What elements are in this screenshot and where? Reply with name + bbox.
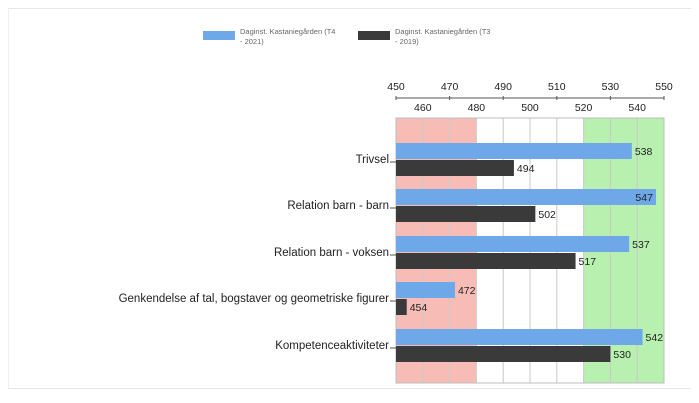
frame-border-left	[8, 8, 9, 388]
legend-item-t4-2021: Daginst. Kastaniegården (T4 - 2021)	[203, 27, 363, 57]
data-label-s0-c4: 542	[646, 332, 664, 344]
bar-s0-c3	[396, 282, 455, 298]
x-tick-label-500: 500	[521, 102, 539, 114]
legend-label-t4-2021: Daginst. Kastaniegården (T4 - 2021)	[240, 27, 336, 46]
category-label-3: Genkendelse af tal, bogstaver og geometr…	[119, 293, 390, 305]
data-label-s0-c3: 472	[458, 285, 476, 297]
legend-swatch-t3-2019	[358, 31, 390, 40]
x-tick-label-550: 550	[655, 81, 673, 93]
x-tick-label-460: 460	[414, 102, 432, 114]
data-label-s1-c2: 517	[579, 256, 597, 268]
legend-swatch-t4-2021	[203, 31, 235, 40]
data-label-s1-c4: 530	[613, 349, 631, 361]
chart-legend: Daginst. Kastaniegården (T4 - 2021) Dagi…	[203, 27, 533, 57]
bar-s1-c1	[396, 206, 536, 222]
x-tick-label-470: 470	[441, 81, 459, 93]
legend-item-t3-2019: Daginst. Kastaniegården (T3 - 2019)	[358, 27, 518, 57]
bar-s1-c0	[396, 160, 514, 176]
data-label-s0-c0: 538	[635, 146, 653, 158]
bar-s0-c2	[396, 236, 630, 252]
frame-border-top	[8, 8, 691, 9]
category-label-2: Relation barn - voksen	[274, 247, 389, 259]
x-tick-label-520: 520	[575, 102, 593, 114]
category-label-0: Trivsel	[356, 154, 389, 166]
bar-s0-c1	[396, 189, 656, 205]
x-tick-label-530: 530	[602, 81, 620, 93]
data-label-s1-c3: 454	[410, 302, 428, 314]
bar-s1-c4	[396, 346, 611, 362]
category-label-1: Relation barn - barn	[287, 200, 389, 212]
data-label-s1-c1: 502	[538, 209, 556, 221]
bar-s1-c3	[396, 299, 407, 315]
frame-border-bottom	[8, 388, 691, 389]
data-label-s0-c1: 547	[635, 192, 653, 204]
x-tick-label-510: 510	[548, 81, 566, 93]
data-label-s1-c0: 494	[517, 163, 535, 175]
bar-s0-c0	[396, 143, 632, 159]
x-tick-label-480: 480	[468, 102, 486, 114]
data-label-s0-c2: 537	[632, 239, 650, 251]
legend-label-t3-2019: Daginst. Kastaniegården (T3 - 2019)	[395, 27, 491, 46]
category-label-4: Kompetenceaktiviteter	[275, 340, 389, 352]
bar-s1-c2	[396, 253, 576, 269]
bar-s0-c4	[396, 329, 643, 345]
x-tick-label-490: 490	[494, 81, 512, 93]
x-tick-label-450: 450	[387, 81, 405, 93]
x-tick-label-540: 540	[628, 102, 646, 114]
